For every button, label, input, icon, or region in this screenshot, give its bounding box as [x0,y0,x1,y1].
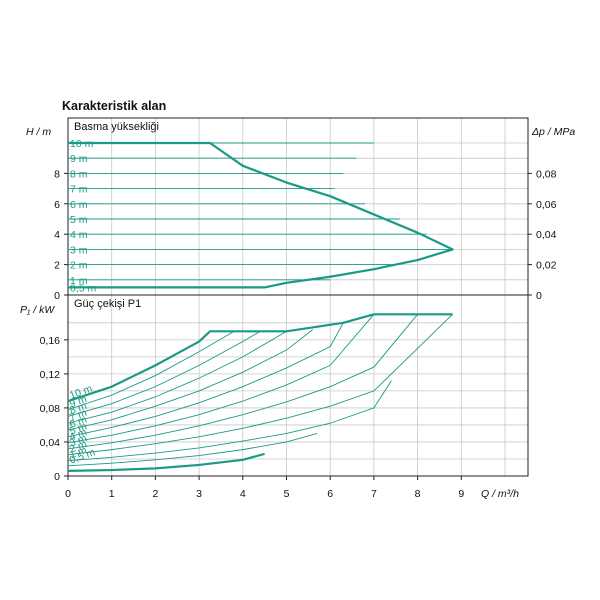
power-curve-line [67,314,375,444]
x-tick-label: 6 [327,488,333,500]
power-curve-line [67,322,344,438]
x-tick-label: 0 [65,488,71,500]
x-axis-label: Q / m³/h [481,488,519,500]
x-axis-ticks: 0 1 2 3 4 5 6 7 8 9 [65,476,464,500]
head-curve-label: 7 m [70,184,88,196]
head-panel: Basma yüksekliği H / m Δp / MPa 0 2 4 6 8 0 0,… [26,117,575,302]
power-curve-label: 1 m [68,444,89,461]
head-panel-frame [67,117,529,296]
head-curve-label: 1 m [70,275,88,287]
x-tick-label: 4 [240,488,246,500]
power-curve-label: 8 m [68,400,89,417]
power-y-tick-label: 0,08 [40,403,61,415]
power-curve-label: 4 m [68,426,89,443]
chart-title: Karakteristik alan [62,99,166,113]
head-curve-label: 2 m [70,260,88,272]
head-y-tick-label: 0 [54,290,60,302]
power-panel-frame [67,294,529,477]
head-grid [68,118,528,295]
head-y-axis-right-label: Δp / MPa [531,126,575,138]
power-curves: 10 m9 m8 m7 m6 m5 m4 m3 m2 m1 m0,5 m [67,313,453,472]
power-y-tick-label: 0,04 [40,437,61,449]
power-curve-label: 9 m [68,393,89,410]
x-tick-label: 2 [152,488,158,500]
power-envelope-curve [67,313,453,403]
head-envelope-curve [68,141,454,289]
head-y-right-tick-label: 0 [536,290,542,302]
head-curve-label: 5 m [70,214,88,226]
x-tick-label: 7 [371,488,377,500]
head-y-axis-label: H / m [26,126,51,138]
head-curve-label: 8 m [70,168,88,180]
head-panel-subtitle: Basma yüksekliği [74,121,159,133]
head-ticks: 0 2 4 6 8 0 0,02 0,04 0,06 0,08 [54,168,556,302]
power-y-tick-label: 0 [54,471,60,483]
power-curve-label: 3 m [68,432,89,449]
head-curve-label: 6 m [70,199,88,211]
power-ticks: 0 0,04 0,08 0,12 0,16 [40,335,68,483]
power-grid [68,295,528,476]
power-curve-label: 5 m [68,420,89,437]
head-y-right-tick-label: 0,04 [536,229,557,241]
power-curve-line [67,380,392,462]
power-y-axis-label: P₁ / kW [20,304,55,316]
power-panel-subtitle: Güç çekişi P1 [74,298,141,310]
head-y-tick-label: 8 [54,168,60,180]
head-curve-label: 4 m [70,229,88,241]
power-curve-line [67,330,261,417]
power-y-tick-label: 0,16 [40,335,61,347]
x-tick-label: 5 [284,488,290,500]
head-y-tick-label: 2 [54,260,60,272]
power-panel: Güç çekişi P1 P₁ / kW 00,040,080,120,16 … [20,294,529,483]
x-tick-label: 3 [196,488,202,500]
head-y-right-tick-label: 0,02 [536,260,557,272]
head-y-right-tick-label: 0,08 [536,168,557,180]
power-curve-line [67,330,235,411]
x-tick-label: 9 [458,488,464,500]
power-curve-line [67,452,265,472]
power-curve-line [67,433,318,467]
power-curve-label: 6 m [68,414,89,431]
x-tick-label: 1 [109,488,115,500]
head-y-right-tick-label: 0,06 [536,199,557,211]
power-curve-label: 7 m [68,407,89,424]
head-curve-label: 9 m [70,153,88,165]
power-curve-line [67,314,418,450]
head-y-tick-label: 6 [54,199,60,211]
power-curve-label: 2 m [68,438,89,455]
head-y-tick-label: 4 [54,229,60,241]
power-curve-line [67,313,453,456]
power-curve-line [67,329,313,431]
power-curve-line [67,330,287,424]
power-y-tick-label: 0,12 [40,369,61,381]
head-curves: 10 m9 m8 m7 m6 m5 m4 m3 m2 m1 m0,5 m [68,138,454,294]
head-curve-label: 3 m [70,244,88,256]
x-tick-label: 8 [415,488,421,500]
